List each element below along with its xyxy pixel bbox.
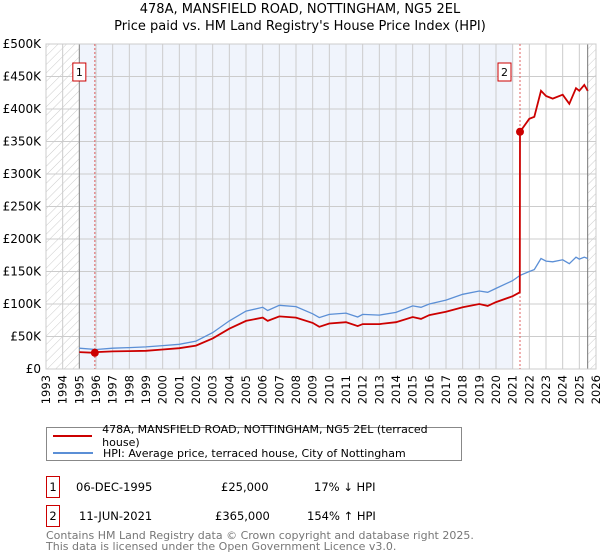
x-tick-label: 1995 [72, 375, 86, 404]
sale-label: 1 [76, 66, 83, 79]
transaction-price: £365,000 [215, 509, 270, 523]
x-tick-label: 2026 [589, 375, 600, 404]
sale-label-box [72, 62, 87, 82]
transaction-row: 2 11-JUN-2021 £365,000 154% ↑ HPI [46, 505, 446, 527]
x-tick-label: 2021 [506, 375, 520, 404]
y-tick-label: £150K [3, 265, 43, 279]
x-tick-label: 2024 [556, 375, 570, 404]
x-tick-label: 1997 [106, 375, 120, 404]
x-tick-label: 2007 [272, 375, 286, 404]
x-tick-label: 1999 [139, 375, 153, 404]
sale-point [90, 348, 99, 357]
transaction-number: 2 [46, 505, 60, 527]
x-tick-label: 2000 [156, 375, 170, 404]
x-tick-label: 2011 [339, 375, 353, 404]
x-tick-label: 2023 [539, 375, 553, 404]
y-tick-label: £450K [3, 70, 43, 84]
x-tick-label: 1998 [122, 375, 136, 404]
y-tick-label: £350K [3, 135, 43, 149]
y-tick-label: £200K [3, 232, 43, 246]
x-tick-label: 2016 [422, 375, 436, 404]
legend-label: HPI: Average price, terraced house, City… [103, 446, 406, 460]
x-tick-label: 2004 [222, 375, 236, 404]
x-tick-label: 2003 [206, 375, 220, 404]
sale-label: 2 [501, 66, 508, 79]
x-tick-label: 2001 [172, 375, 186, 404]
sale-label-box [497, 62, 512, 82]
x-tick-label: 2012 [356, 375, 370, 404]
legend-label: 478A, MANSFIELD ROAD, NOTTINGHAM, NG5 2E… [102, 423, 428, 449]
transaction-date: 06-DEC-1995 [76, 480, 153, 494]
footer-licence: This data is licensed under the Open Gov… [46, 540, 397, 553]
y-tick-label: £250K [3, 200, 43, 214]
x-tick-label: 2015 [406, 375, 420, 404]
x-tick-label: 2002 [189, 375, 203, 404]
transaction-row: 1 06-DEC-1995 £25,000 17% ↓ HPI [46, 476, 446, 498]
transaction-price: £25,000 [221, 480, 269, 494]
sale-point [516, 127, 524, 136]
x-tick-label: 2018 [456, 375, 470, 404]
y-tick-label: £50K [10, 330, 42, 344]
y-tick-label: £100K [3, 297, 43, 311]
x-tick-label: 1993 [39, 375, 53, 404]
x-tick-label: 1994 [56, 375, 70, 404]
hpi-line [79, 256, 588, 351]
price-chart: 1993 1994 1995 1996 1997 1998 1999 2000 2001 2002… [3, 37, 600, 404]
y-tick-label: £300K [3, 167, 43, 181]
legend-item-property: 478A, MANSFIELD ROAD, NOTTINGHAM, NG5 2E… [53, 423, 461, 449]
legend-swatch-red [53, 435, 93, 437]
x-tick-label: 2010 [322, 375, 336, 404]
chart-title: 478A, MANSFIELD ROAD, NOTTINGHAM, NG5 2E… [139, 2, 461, 17]
x-tick-label: 2022 [522, 375, 536, 404]
transaction-number: 1 [46, 476, 60, 498]
x-tick-label: 2013 [372, 375, 386, 404]
transaction-hpi: 17% ↓ HPI [314, 480, 376, 494]
x-tick-label: 1996 [89, 375, 103, 404]
x-tick-label: 2019 [472, 375, 486, 404]
footer: Contains HM Land Registry data © Crown c… [46, 530, 474, 552]
plot-border [45, 43, 597, 370]
transaction-date: 11-JUN-2021 [79, 509, 153, 523]
footer-copyright: Contains HM Land Registry data © Crown c… [46, 529, 474, 542]
y-tick-label: £500K [3, 37, 43, 51]
transaction-hpi: 154% ↑ HPI [307, 509, 376, 523]
x-tick-label: 2025 [572, 375, 586, 404]
y-tick-label: £400K [3, 102, 43, 116]
legend-item-hpi: HPI: Average price, terraced house, City… [53, 445, 406, 461]
x-tick-label: 2014 [389, 375, 403, 404]
legend-swatch-blue [53, 452, 93, 454]
x-tick-label: 2005 [239, 375, 253, 404]
chart-subtitle: Price paid vs. HM Land Registry's House … [114, 19, 486, 34]
x-tick-label: 2017 [439, 375, 453, 404]
legend: 478A, MANSFIELD ROAD, NOTTINGHAM, NG5 2E… [46, 423, 462, 461]
y-tick-label: £0 [26, 362, 41, 376]
x-tick-label: 2020 [489, 375, 503, 404]
x-tick-label: 2009 [306, 375, 320, 404]
price-paid-line [79, 83, 589, 354]
x-tick-label: 2008 [289, 375, 303, 404]
x-tick-label: 2006 [256, 375, 270, 404]
